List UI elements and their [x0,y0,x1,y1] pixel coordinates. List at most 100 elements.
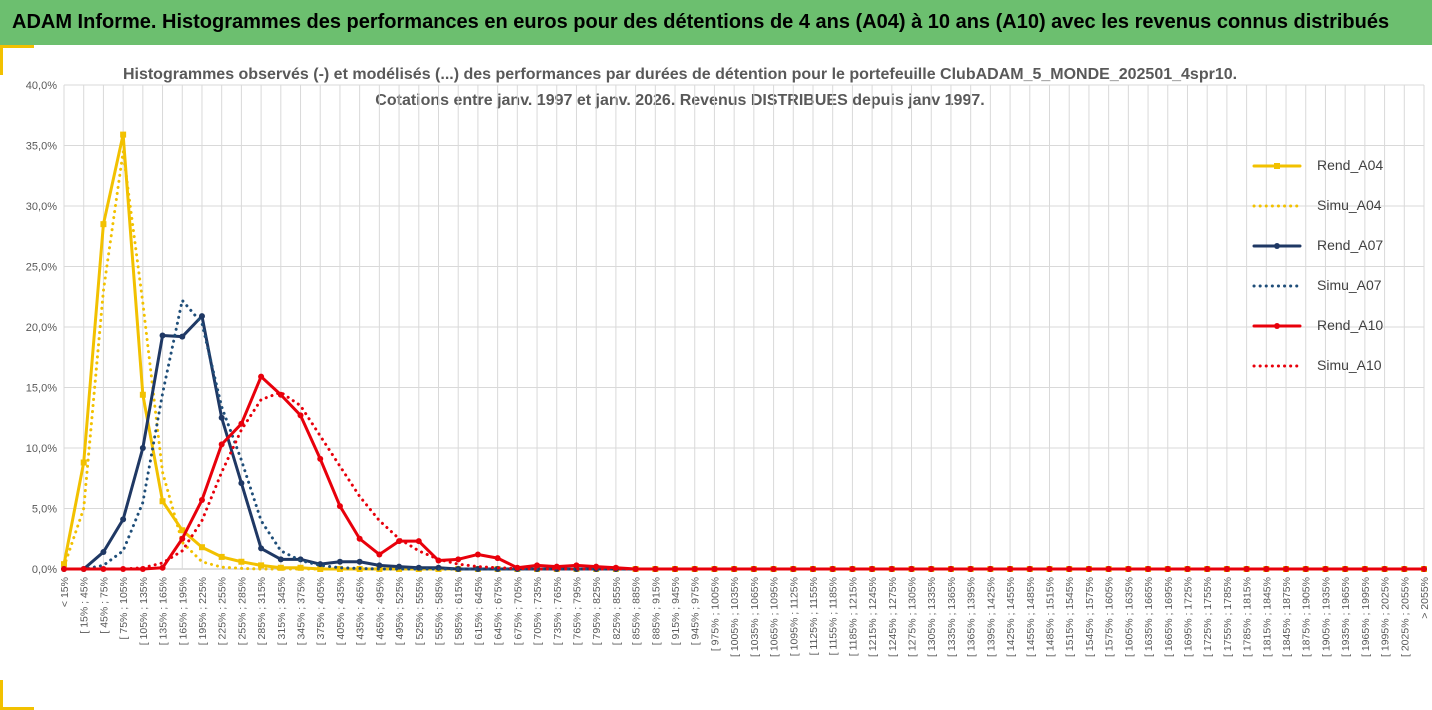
point-rend-a10 [415,538,422,545]
point-rend-a10 [1421,566,1427,572]
x-tick-label: [ 1935% ; 1965% [1340,577,1352,657]
x-tick-label: [ 435% ; 465% [355,577,367,645]
legend-label: Simu_A07 [1317,277,1382,293]
point-rend-a04 [297,564,304,571]
point-rend-a10 [297,412,304,419]
corner-accent-top-vertical [0,45,3,75]
point-rend-a10 [376,551,383,558]
legend-label: Simu_A10 [1317,357,1382,373]
x-tick-label: [ 1185% ; 1215% [847,577,859,656]
point-rend-a10 [455,556,462,563]
y-tick-label: 10,0% [26,443,57,455]
x-tick-label: [ 945% ; 975% [690,577,702,645]
point-rend-a07 [139,445,146,451]
series-line-rend-a10 [62,375,1426,571]
point-rend-a10 [1046,566,1053,572]
point-rend-a04 [100,221,107,228]
chart-legend: Rend_A04 Simu_A04 Rend_A07 Simu_A07 Rend_A10… [1245,150,1405,390]
point-rend-a10 [198,497,205,504]
y-tick-label: 25,0% [26,262,57,274]
y-tick-label: 0,0% [32,564,57,576]
point-rend-a04 [139,391,146,398]
x-tick-label: [ 1665% ; 1695% [1163,577,1175,657]
x-tick-label: [ 1725% ; 1755% [1202,577,1214,657]
x-tick-label: [ 555% ; 585% [433,577,445,645]
x-tick-label: [ 255% ; 285% [236,577,248,645]
x-tick-label: [ 1425% ; 1455% [1005,577,1017,657]
corner-accent-top [0,45,34,48]
point-rend-a10 [1302,566,1309,572]
x-tick-label: [ 1635% ; 1665% [1143,577,1155,657]
x-tick-label: [ 1755% ; 1785% [1222,577,1234,657]
x-tick-label: [ 1995% ; 2025% [1380,577,1392,657]
axis-layer: 0,0% 5,0% 10,0% 15,0% 20,0% 25,0% 30,0% 35,0% 40… [26,80,1431,657]
corner-accent-bottom-vertical [0,680,3,710]
series-line-simu-a10 [62,390,1426,571]
x-tick-label: [ 585% ; 615% [453,577,465,645]
point-rend-a10 [908,566,915,572]
point-rend-a10 [1243,566,1250,572]
x-tick-label: [ 105% ; 135% [138,577,150,645]
x-tick-label: [ 1245% ; 1275% [887,577,899,657]
x-tick-label: [ 915% ; 945% [670,577,682,645]
x-tick-label: [ 1515% ; 1545% [1064,577,1076,657]
x-tick-label: [ 675% ; 705% [512,577,524,645]
y-tick-label: 15,0% [26,383,57,395]
point-rend-a10 [553,563,560,570]
point-rend-a10 [731,566,738,572]
point-rend-a04 [159,498,166,505]
point-rend-a04 [238,558,245,565]
point-rend-a10 [1066,566,1073,572]
x-tick-label: [ 885% ; 915% [650,577,662,645]
x-tick-label: [ 1845% ; 1875% [1281,577,1293,657]
legend-item-rend-a04: Rend_A04 [1245,150,1405,190]
point-rend-a10 [1164,566,1171,572]
point-rend-a10 [100,566,107,572]
series-line-rend-a07 [62,314,1426,571]
point-rend-a10 [790,566,797,572]
x-tick-label: [ 15% ; 45% [79,577,91,634]
x-tick-label: [ 75% ; 105% [118,577,130,639]
legend-item-simu-a10: Simu_A10 [1245,350,1405,390]
x-tick-label: [ 315% ; 345% [276,577,288,645]
y-tick-label: 30,0% [26,201,57,213]
point-rend-a07 [120,516,127,523]
x-tick-label: [ 1065% ; 1095% [769,577,781,657]
x-tick-label: [ 195% ; 225% [197,577,209,645]
point-rend-a10 [474,551,481,558]
series-line-rend-a04 [62,133,1426,571]
point-rend-a10 [179,535,186,542]
point-rend-a04 [277,564,284,571]
point-rend-a10 [494,555,501,562]
x-tick-label: [ 1695% ; 1725% [1182,577,1194,657]
legend-swatch [1252,204,1302,208]
point-rend-a10 [336,503,343,510]
x-tick-label: [ 1455% ; 1485% [1025,577,1037,657]
x-tick-label: [ 525% ; 555% [414,577,426,645]
legend-label: Simu_A04 [1317,197,1382,213]
point-rend-a10 [632,566,639,572]
x-tick-label: [ 1335% ; 1365% [946,577,958,657]
x-tick-label: [ 645% ; 675% [493,577,505,645]
corner-accent-bottom [0,707,34,710]
x-tick-label: [ 735% ; 765% [552,577,564,645]
x-tick-label: [ 975% ; 1005% [709,577,721,651]
point-rend-a07 [159,332,166,339]
point-rend-a10 [573,562,580,569]
point-rend-a10 [987,566,994,572]
point-rend-a04 [218,553,225,560]
point-rend-a07 [258,545,265,552]
series-line-simu-a07 [62,298,1426,571]
point-rend-a07 [277,556,284,563]
x-tick-label: [ 1785% ; 1815% [1242,577,1254,657]
point-rend-a10 [534,562,541,569]
point-rend-a10 [1401,566,1408,572]
x-tick-label: [ 1905% ; 1935% [1320,577,1332,657]
point-rend-a04 [120,131,127,138]
point-rend-a04 [258,562,265,569]
x-tick-label: [ 1215% ; 1245% [867,577,879,657]
point-rend-a10 [356,535,363,542]
point-rend-a07 [238,480,245,487]
series-line-simu-a04 [62,150,1426,571]
point-rend-a10 [711,566,718,572]
